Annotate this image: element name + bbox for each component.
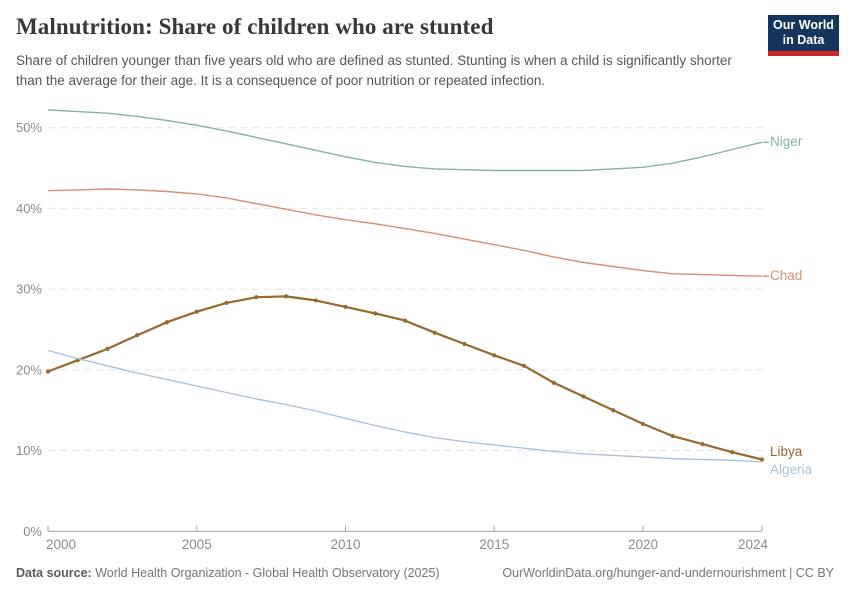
series-point-libya-2006[interactable]: [224, 300, 229, 305]
series-point-libya-2008[interactable]: [283, 294, 289, 299]
owid-logo-line2: in Data: [782, 33, 825, 47]
series-point-libya-2002[interactable]: [105, 346, 110, 351]
series-point-libya-2017[interactable]: [551, 380, 556, 385]
x-tick-label-2015: 2015: [479, 537, 509, 552]
series-line-algeria[interactable]: [47, 349, 763, 463]
chart-subtitle: Share of children younger than five year…: [16, 53, 732, 89]
x-tick-label-2005: 2005: [182, 537, 212, 552]
series-point-libya-2020[interactable]: [640, 421, 646, 427]
y-tick-label-50: 50%: [16, 120, 42, 135]
series-point-libya-2016[interactable]: [521, 363, 527, 368]
y-tick-label-20: 20%: [16, 362, 42, 377]
x-tick-label-2000: 2000: [46, 537, 76, 552]
series-point-libya-2009[interactable]: [313, 298, 318, 303]
series-point-libya-2023[interactable]: [730, 450, 735, 455]
y-tick-label-30: 30%: [16, 282, 42, 297]
license-separator: |: [785, 566, 796, 580]
series-point-libya-2015[interactable]: [492, 353, 497, 358]
series-point-libya-2022[interactable]: [700, 442, 705, 447]
data-source-note: Data source: World Health Organization -…: [16, 566, 440, 580]
series-point-libya-2011[interactable]: [373, 311, 378, 316]
series-label-chad[interactable]: Chad: [770, 268, 802, 283]
series-point-libya-2021[interactable]: [670, 433, 675, 439]
owid-logo[interactable]: Our World in Data: [768, 15, 839, 56]
series-point-libya-2014[interactable]: [462, 341, 467, 347]
series-point-libya-2007[interactable]: [254, 295, 259, 300]
owid-url-link[interactable]: OurWorldinData.org/hunger-and-undernouri…: [502, 566, 786, 580]
series-point-libya-2013[interactable]: [432, 330, 437, 335]
series-point-libya-2004[interactable]: [164, 320, 170, 325]
series-label-libya[interactable]: Libya: [770, 444, 803, 459]
data-source-text: World Health Organization - Global Healt…: [91, 566, 440, 580]
license-label: CC BY: [795, 566, 834, 580]
series-point-libya-2018[interactable]: [581, 394, 586, 399]
owid-logo-line1: Our World: [773, 18, 834, 33]
chart-footer: Data source: World Health Organization -…: [16, 566, 834, 580]
series-point-libya-2024[interactable]: [759, 457, 765, 462]
series-point-libya-2010[interactable]: [343, 304, 348, 309]
y-tick-label-40: 40%: [16, 201, 42, 216]
x-tick-label-2010: 2010: [330, 537, 360, 552]
y-tick-label-0: 0%: [23, 524, 42, 539]
series-point-libya-2000[interactable]: [45, 369, 51, 374]
x-tick-label-2020: 2020: [628, 537, 658, 552]
series-point-libya-2019[interactable]: [611, 408, 616, 413]
series-label-algeria[interactable]: Algeria: [770, 462, 813, 477]
data-source-label: Data source:: [16, 566, 92, 580]
series-label-niger[interactable]: Niger: [770, 134, 803, 149]
x-tick-label-2024: 2024: [738, 537, 769, 552]
series-point-libya-2003[interactable]: [135, 333, 140, 338]
y-tick-label-10: 10%: [16, 443, 42, 458]
series-line-niger[interactable]: [47, 109, 763, 172]
chart-title: Malnutrition: Share of children who are …: [16, 14, 494, 39]
series-point-libya-2005[interactable]: [194, 309, 199, 314]
license-note: OurWorldinData.org/hunger-and-undernouri…: [502, 566, 834, 580]
series-line-chad[interactable]: [47, 188, 763, 277]
series-point-libya-2012[interactable]: [402, 318, 408, 323]
